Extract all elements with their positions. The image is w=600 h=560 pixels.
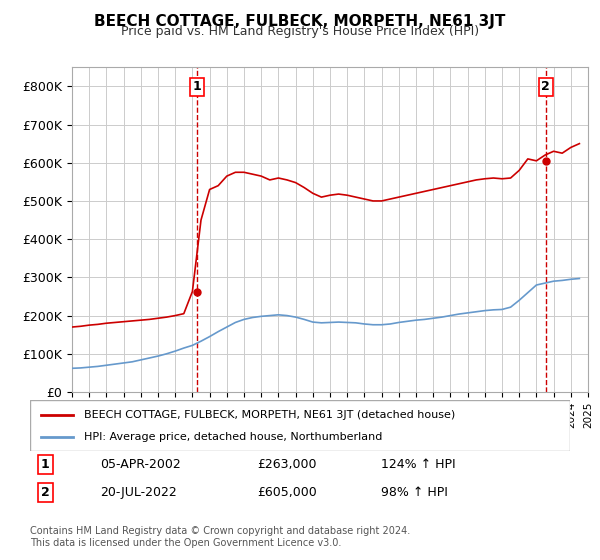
Text: 2: 2 bbox=[41, 486, 50, 500]
Text: BEECH COTTAGE, FULBECK, MORPETH, NE61 3JT (detached house): BEECH COTTAGE, FULBECK, MORPETH, NE61 3J… bbox=[84, 409, 455, 419]
Text: 124% ↑ HPI: 124% ↑ HPI bbox=[381, 458, 455, 472]
Text: £605,000: £605,000 bbox=[257, 486, 317, 500]
Text: BEECH COTTAGE, FULBECK, MORPETH, NE61 3JT: BEECH COTTAGE, FULBECK, MORPETH, NE61 3J… bbox=[94, 14, 506, 29]
Text: 98% ↑ HPI: 98% ↑ HPI bbox=[381, 486, 448, 500]
Text: 05-APR-2002: 05-APR-2002 bbox=[100, 458, 181, 472]
FancyBboxPatch shape bbox=[30, 400, 570, 451]
Text: 1: 1 bbox=[193, 80, 201, 93]
Text: Contains HM Land Registry data © Crown copyright and database right 2024.
This d: Contains HM Land Registry data © Crown c… bbox=[30, 526, 410, 548]
Text: Price paid vs. HM Land Registry's House Price Index (HPI): Price paid vs. HM Land Registry's House … bbox=[121, 25, 479, 38]
Text: £263,000: £263,000 bbox=[257, 458, 316, 472]
Text: 20-JUL-2022: 20-JUL-2022 bbox=[100, 486, 177, 500]
Text: 2: 2 bbox=[541, 80, 550, 93]
Text: 1: 1 bbox=[41, 458, 50, 472]
Text: HPI: Average price, detached house, Northumberland: HPI: Average price, detached house, Nort… bbox=[84, 432, 382, 442]
